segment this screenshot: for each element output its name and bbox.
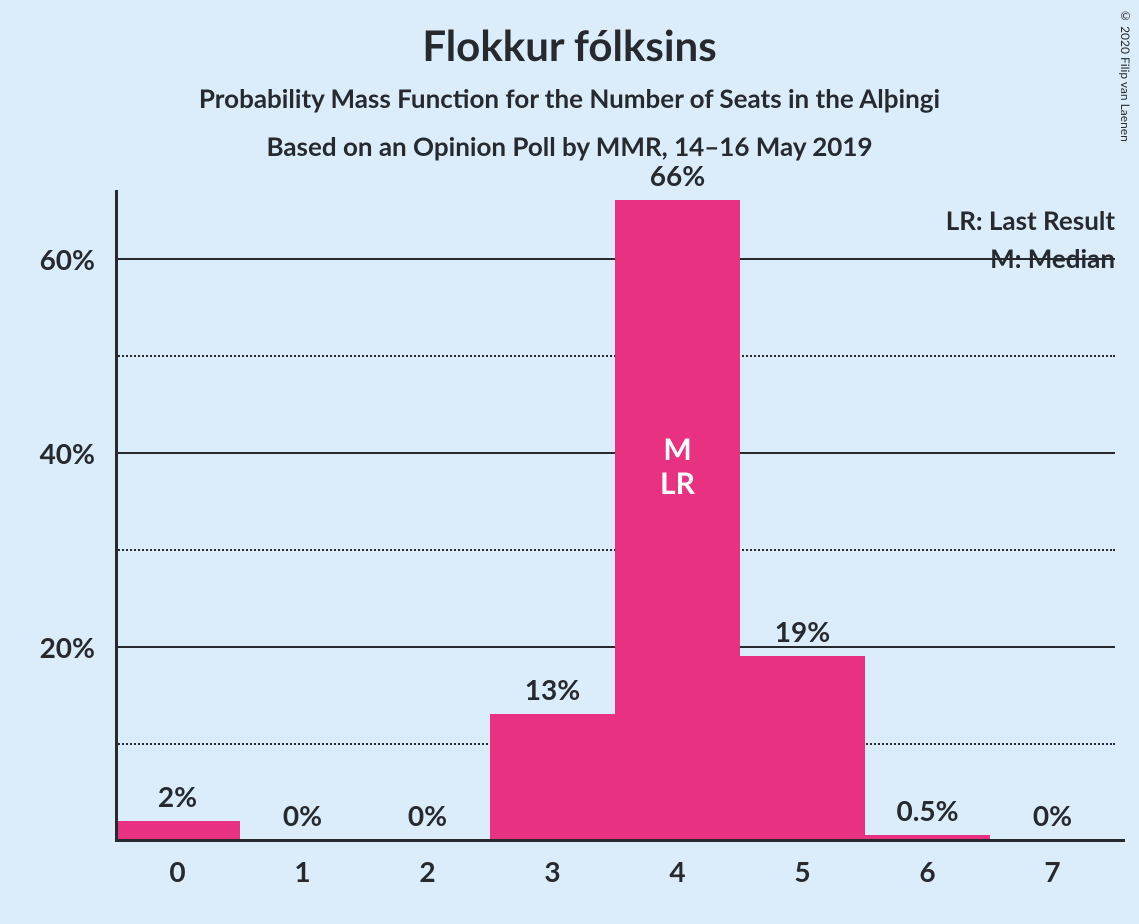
y-tick-label: 40%	[0, 436, 95, 470]
legend-last-result: LR: Last Result	[855, 204, 1115, 236]
x-tick-label: 4	[615, 854, 740, 888]
annotation-last-result: LR	[615, 466, 740, 501]
chart-container: Flokkur fólksins Probability Mass Functi…	[0, 0, 1139, 924]
bar-value-label: 2%	[115, 779, 240, 813]
bar-value-label: 0%	[365, 798, 490, 832]
bar-value-label: 0.5%	[865, 793, 990, 827]
x-axis-line	[115, 839, 1125, 842]
bar	[490, 714, 615, 840]
bar	[615, 200, 740, 840]
bar-value-label: 0%	[990, 798, 1115, 832]
bar-value-label: 13%	[490, 672, 615, 706]
y-tick-label: 60%	[0, 242, 95, 276]
chart-title: Flokkur fólksins	[0, 20, 1139, 70]
bar	[740, 656, 865, 840]
x-tick-label: 5	[740, 854, 865, 888]
annotation-median: M	[615, 432, 740, 467]
x-tick-label: 6	[865, 854, 990, 888]
chart-subtitle-1: Probability Mass Function for the Number…	[0, 82, 1139, 114]
bar-value-label: 19%	[740, 614, 865, 648]
x-tick-label: 3	[490, 854, 615, 888]
bar-value-label: 66%	[615, 158, 740, 192]
y-tick-label: 20%	[0, 630, 95, 664]
x-tick-label: 1	[240, 854, 365, 888]
x-tick-label: 7	[990, 854, 1115, 888]
bar-value-label: 0%	[240, 798, 365, 832]
x-tick-label: 2	[365, 854, 490, 888]
bar-annotation: MLR	[615, 432, 740, 501]
bar	[115, 821, 240, 840]
legend-median: M: Median	[855, 242, 1115, 274]
legend: LR: Last Result M: Median	[855, 204, 1115, 274]
x-tick-label: 0	[115, 854, 240, 888]
plot-area: 2%0%0%13%66%MLR19%0.5%0%	[115, 200, 1115, 840]
chart-subtitle-2: Based on an Opinion Poll by MMR, 14–16 M…	[0, 130, 1139, 162]
copyright-text: © 2020 Filip van Laenen	[1118, 8, 1133, 142]
y-axis-line	[115, 190, 118, 840]
